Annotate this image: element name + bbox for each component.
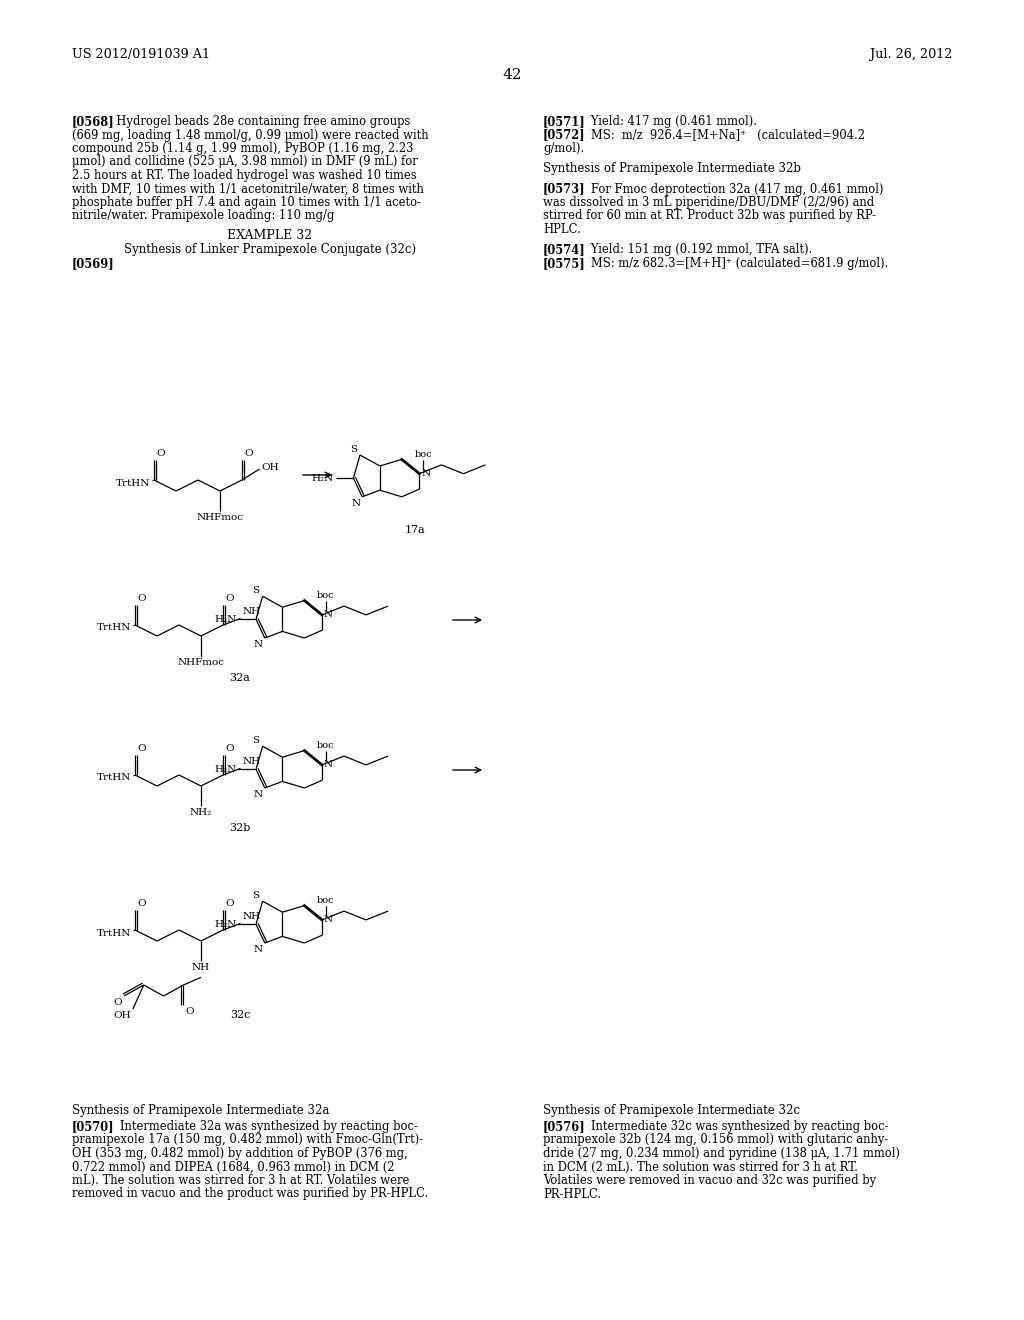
Text: Synthesis of Pramipexole Intermediate 32b: Synthesis of Pramipexole Intermediate 32… [543,162,801,176]
Text: boc: boc [317,741,335,750]
Text: Synthesis of Linker Pramipexole Conjugate (32c): Synthesis of Linker Pramipexole Conjugat… [124,243,416,256]
Text: H₂N: H₂N [214,764,237,774]
Text: Intermediate 32a was synthesized by reacting boc-: Intermediate 32a was synthesized by reac… [109,1119,418,1133]
Text: N: N [351,499,360,508]
Text: Yield: 151 mg (0.192 mmol, TFA salt).: Yield: 151 mg (0.192 mmol, TFA salt). [580,243,812,256]
Text: nitrile/water. Pramipexole loading: 110 mg/g: nitrile/water. Pramipexole loading: 110 … [72,210,335,223]
Text: boc: boc [317,896,335,906]
Text: H₂N: H₂N [311,474,334,483]
Text: pramipexole 32b (124 mg, 0.156 mmol) with glutaric anhy-: pramipexole 32b (124 mg, 0.156 mmol) wit… [543,1134,888,1147]
Text: O: O [137,744,145,754]
Text: Yield: 417 mg (0.461 mmol).: Yield: 417 mg (0.461 mmol). [580,115,757,128]
Text: mL). The solution was stirred for 3 h at RT. Volatiles were: mL). The solution was stirred for 3 h at… [72,1173,410,1187]
Text: (669 mg, loading 1.48 mmol/g, 0.99 μmol) were reacted with: (669 mg, loading 1.48 mmol/g, 0.99 μmol)… [72,128,429,141]
Text: S: S [253,891,260,900]
Text: 32a: 32a [229,673,251,682]
Text: Jul. 26, 2012: Jul. 26, 2012 [869,48,952,61]
Text: OH: OH [261,463,280,473]
Text: TrtHN: TrtHN [96,623,131,632]
Text: NH: NH [243,912,261,921]
Text: dride (27 mg, 0.234 mmol) and pyridine (138 μA, 1.71 mmol): dride (27 mg, 0.234 mmol) and pyridine (… [543,1147,900,1160]
Text: [0572]: [0572] [543,128,586,141]
Text: H₂N: H₂N [214,615,237,624]
Text: O: O [137,594,145,603]
Text: NH₂: NH₂ [189,808,212,817]
Text: S: S [350,445,357,454]
Text: with DMF, 10 times with 1/1 acetonitrile/water, 8 times with: with DMF, 10 times with 1/1 acetonitrile… [72,182,424,195]
Text: N: N [324,610,333,619]
Text: US 2012/0191039 A1: US 2012/0191039 A1 [72,48,210,61]
Text: [0568]: [0568] [72,115,115,128]
Text: in DCM (2 mL). The solution was stirred for 3 h at RT.: in DCM (2 mL). The solution was stirred … [543,1160,858,1173]
Text: Hydrogel beads 28e containing free amino groups: Hydrogel beads 28e containing free amino… [109,115,411,128]
Text: 2.5 hours at RT. The loaded hydrogel was washed 10 times: 2.5 hours at RT. The loaded hydrogel was… [72,169,417,182]
Text: phosphate buffer pH 7.4 and again 10 times with 1/1 aceto-: phosphate buffer pH 7.4 and again 10 tim… [72,195,421,209]
Text: Synthesis of Pramipexole Intermediate 32a: Synthesis of Pramipexole Intermediate 32… [72,1104,330,1117]
Text: compound 25b (1.14 g, 1.99 mmol), PyBOP (1.16 mg, 2.23: compound 25b (1.14 g, 1.99 mmol), PyBOP … [72,143,414,154]
Text: Volatiles were removed in vacuo and 32c was purified by: Volatiles were removed in vacuo and 32c … [543,1173,877,1187]
Text: O: O [244,449,253,458]
Text: OH: OH [114,1011,131,1020]
Text: O: O [225,594,233,603]
Text: stirred for 60 min at RT. Product 32b was purified by RP-: stirred for 60 min at RT. Product 32b wa… [543,210,876,223]
Text: NH: NH [243,607,261,616]
Text: 0.722 mmol) and DIPEA (1684, 0.963 mmol) in DCM (2: 0.722 mmol) and DIPEA (1684, 0.963 mmol)… [72,1160,394,1173]
Text: OH (353 mg, 0.482 mmol) by addition of PyBOP (376 mg,: OH (353 mg, 0.482 mmol) by addition of P… [72,1147,408,1160]
Text: boc: boc [317,591,335,599]
Text: removed in vacuo and the product was purified by PR-HPLC.: removed in vacuo and the product was pur… [72,1188,428,1200]
Text: PR-HPLC.: PR-HPLC. [543,1188,601,1200]
Text: TrtHN: TrtHN [96,928,131,937]
Text: NH: NH [191,962,210,972]
Text: N: N [324,760,333,770]
Text: MS: m/z 682.3=[M+H]⁺ (calculated=681.9 g/mol).: MS: m/z 682.3=[M+H]⁺ (calculated=681.9 g… [580,257,889,269]
Text: [0573]: [0573] [543,182,586,195]
Text: EXAMPLE 32: EXAMPLE 32 [227,228,312,242]
Text: [0575]: [0575] [543,257,586,269]
Text: NHFmoc: NHFmoc [177,657,224,667]
Text: 17a: 17a [404,525,425,535]
Text: NHFmoc: NHFmoc [197,512,244,521]
Text: [0576]: [0576] [543,1119,586,1133]
Text: HPLC.: HPLC. [543,223,581,236]
Text: μmol) and collidine (525 μA, 3.98 mmol) in DMF (9 mL) for: μmol) and collidine (525 μA, 3.98 mmol) … [72,156,418,169]
Text: was dissolved in 3 mL piperidine/DBU/DMF (2/2/96) and: was dissolved in 3 mL piperidine/DBU/DMF… [543,195,874,209]
Text: O: O [156,449,165,458]
Text: O: O [114,998,122,1007]
Text: O: O [225,899,233,908]
Text: NH: NH [243,758,261,767]
Text: 32b: 32b [229,822,251,833]
Text: 42: 42 [502,69,522,82]
Text: [0569]: [0569] [72,257,115,271]
Text: pramipexole 17a (150 mg, 0.482 mmol) with Fmoc-Gln(Trt)-: pramipexole 17a (150 mg, 0.482 mmol) wit… [72,1134,423,1147]
Text: N: N [254,789,263,799]
Text: H₂N: H₂N [214,920,237,929]
Text: For Fmoc deprotection 32a (417 mg, 0.461 mmol): For Fmoc deprotection 32a (417 mg, 0.461… [580,182,884,195]
Text: S: S [253,586,260,595]
Text: O: O [225,744,233,754]
Text: boc: boc [415,450,432,459]
Text: [0570]: [0570] [72,1119,115,1133]
Text: TrtHN: TrtHN [116,479,150,487]
Text: S: S [253,737,260,746]
Text: N: N [422,469,430,478]
Text: [0574]: [0574] [543,243,586,256]
Text: TrtHN: TrtHN [96,774,131,783]
Text: Intermediate 32c was synthesized by reacting boc-: Intermediate 32c was synthesized by reac… [580,1119,889,1133]
Text: N: N [254,640,263,649]
Text: MS:  m/z  926.4=[M+Na]⁺   (calculated=904.2: MS: m/z 926.4=[M+Na]⁺ (calculated=904.2 [580,128,865,141]
Text: O: O [137,899,145,908]
Text: N: N [254,945,263,954]
Text: O: O [185,1007,194,1016]
Text: N: N [324,915,333,924]
Text: 32c: 32c [229,1010,250,1020]
Text: Synthesis of Pramipexole Intermediate 32c: Synthesis of Pramipexole Intermediate 32… [543,1104,800,1117]
Text: g/mol).: g/mol). [543,143,585,154]
Text: [0571]: [0571] [543,115,586,128]
